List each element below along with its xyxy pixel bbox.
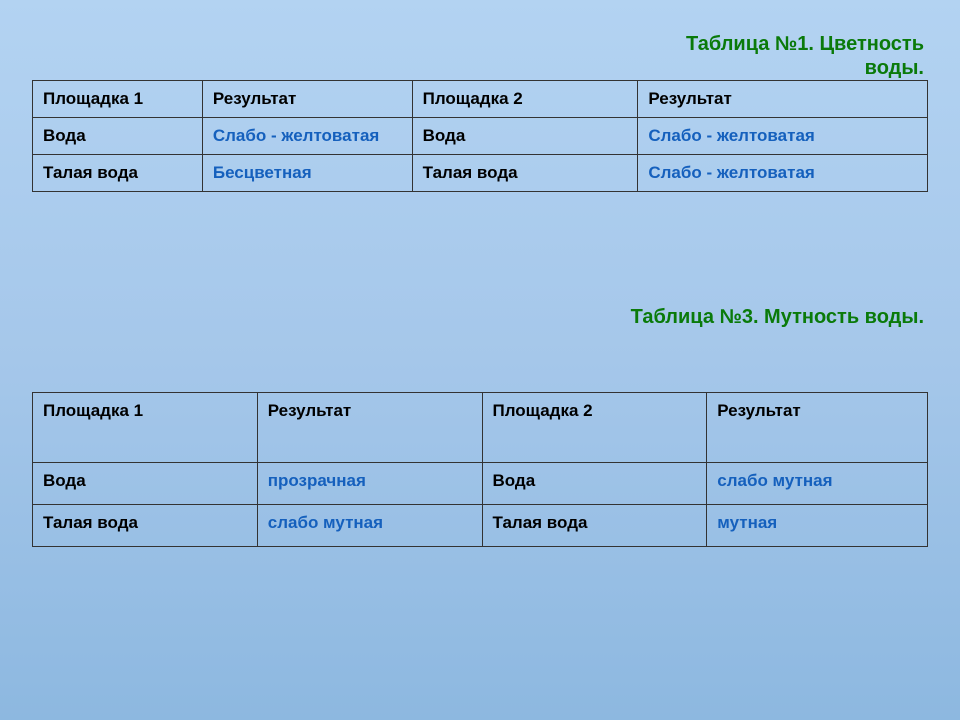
table-header-row: Площадка 1 Результат Площадка 2 Результа… xyxy=(33,393,928,463)
table2-col-header: Площадка 1 xyxy=(33,393,258,463)
table1-col-header: Площадка 2 xyxy=(412,81,638,118)
table2-cell-value: слабо мутная xyxy=(257,505,482,547)
table1-cell-label: Вода xyxy=(412,118,638,155)
table2-cell-label: Вода xyxy=(482,463,707,505)
table2-cell-label: Вода xyxy=(33,463,258,505)
table2-cell-label: Талая вода xyxy=(482,505,707,547)
table1-col-header: Результат xyxy=(638,81,928,118)
table2-cell-label: Талая вода xyxy=(33,505,258,547)
table1-title: Таблица №1. Цветность воды. xyxy=(664,32,924,80)
table1-cell-label: Талая вода xyxy=(33,155,203,192)
table2-col-header: Результат xyxy=(707,393,928,463)
table2-title: Таблица №3. Мутность воды. xyxy=(504,305,924,329)
table1-cell-label: Талая вода xyxy=(412,155,638,192)
table1-cell-label: Вода xyxy=(33,118,203,155)
table2-cell-value: прозрачная xyxy=(257,463,482,505)
table2-col-header: Результат xyxy=(257,393,482,463)
table1-cell-value: Слабо - желтоватая xyxy=(638,155,928,192)
table1-col-header: Результат xyxy=(202,81,412,118)
table-row: Талая вода слабо мутная Талая вода мутна… xyxy=(33,505,928,547)
table1-cell-value: Бесцветная xyxy=(202,155,412,192)
table2: Площадка 1 Результат Площадка 2 Результа… xyxy=(32,392,928,547)
table1-cell-value: Слабо - желтоватая xyxy=(202,118,412,155)
table1-cell-value: Слабо - желтоватая xyxy=(638,118,928,155)
table-row: Вода Слабо - желтоватая Вода Слабо - жел… xyxy=(33,118,928,155)
table2-col-header: Площадка 2 xyxy=(482,393,707,463)
table2-cell-value: слабо мутная xyxy=(707,463,928,505)
table-row: Вода прозрачная Вода слабо мутная xyxy=(33,463,928,505)
table2-cell-value: мутная xyxy=(707,505,928,547)
table1: Площадка 1 Результат Площадка 2 Результа… xyxy=(32,80,928,192)
table-row: Талая вода Бесцветная Талая вода Слабо -… xyxy=(33,155,928,192)
table1-col-header: Площадка 1 xyxy=(33,81,203,118)
table-header-row: Площадка 1 Результат Площадка 2 Результа… xyxy=(33,81,928,118)
